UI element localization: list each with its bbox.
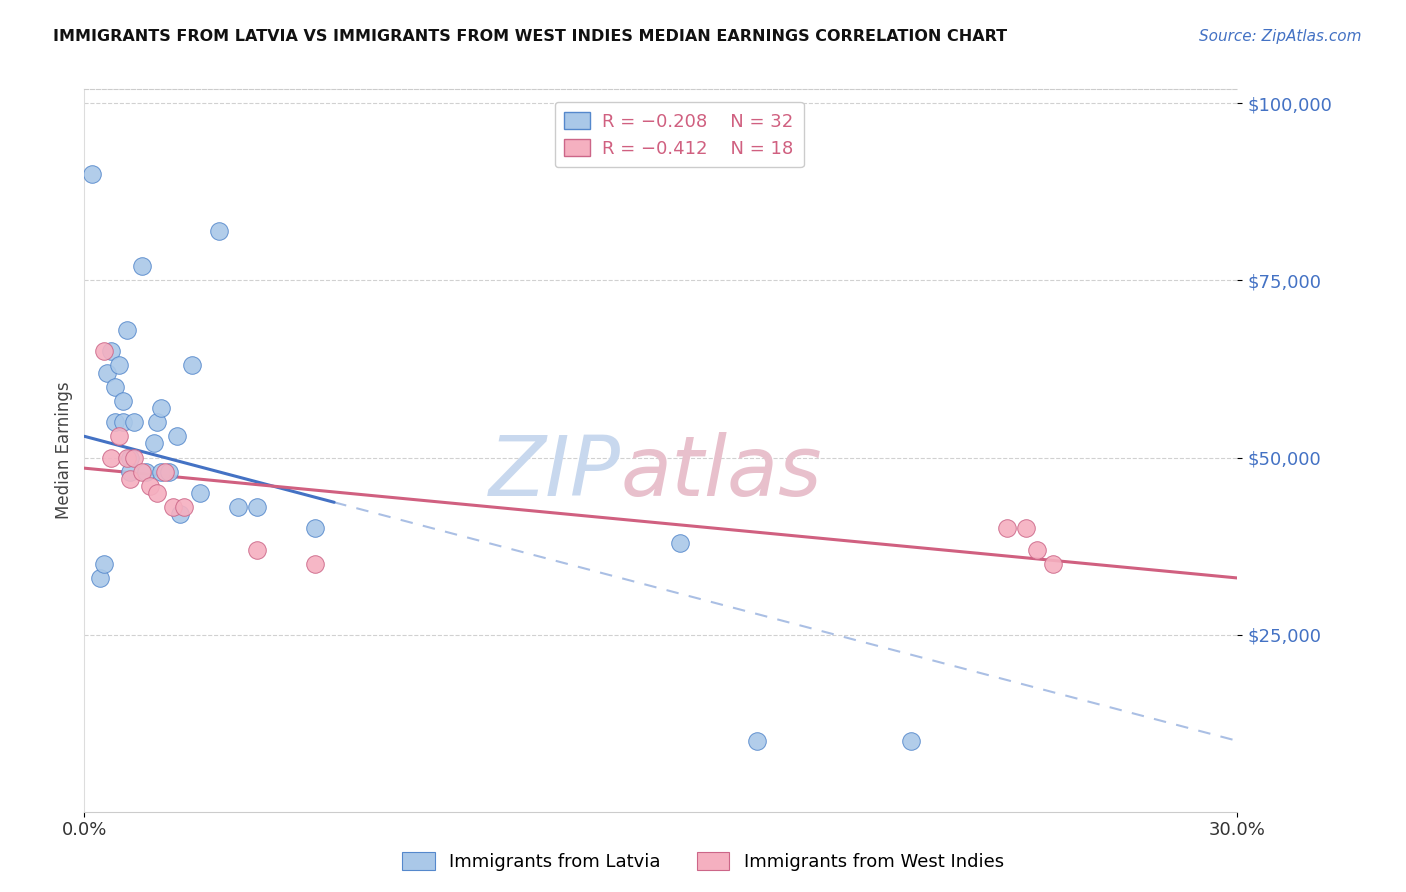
Point [169, 507, 191, 521]
Point [131, 465, 153, 479]
Point [100, 344, 122, 359]
Point [173, 500, 195, 515]
Point [246, 542, 269, 557]
Text: atlas: atlas [620, 432, 823, 513]
Point [120, 450, 142, 465]
Point [96, 366, 118, 380]
Point [157, 465, 180, 479]
Point [745, 734, 768, 748]
Point [93, 344, 115, 359]
Point [669, 535, 692, 549]
Point [138, 479, 160, 493]
Point [150, 401, 173, 415]
Point [226, 500, 249, 515]
Point [104, 380, 127, 394]
Point [1042, 557, 1064, 571]
Point [104, 415, 127, 429]
Point [131, 260, 153, 274]
Point [166, 429, 188, 443]
Point [108, 429, 131, 443]
Point [100, 450, 122, 465]
Point [188, 486, 211, 500]
Point [304, 557, 326, 571]
Point [111, 415, 134, 429]
Text: IMMIGRANTS FROM LATVIA VS IMMIGRANTS FROM WEST INDIES MEDIAN EARNINGS CORRELATIO: IMMIGRANTS FROM LATVIA VS IMMIGRANTS FRO… [53, 29, 1008, 44]
Point [142, 436, 165, 450]
Point [1015, 521, 1038, 535]
Legend: Immigrants from Latvia, Immigrants from West Indies: Immigrants from Latvia, Immigrants from … [395, 846, 1011, 879]
Point [153, 465, 176, 479]
Point [120, 465, 142, 479]
Point [246, 500, 269, 515]
Y-axis label: Median Earnings: Median Earnings [55, 382, 73, 519]
Point [115, 450, 138, 465]
Point [150, 465, 173, 479]
Legend: R = −0.208    N = 32, R = −0.412    N = 18: R = −0.208 N = 32, R = −0.412 N = 18 [554, 102, 804, 168]
Point [111, 393, 134, 408]
Point [304, 521, 326, 535]
Point [124, 415, 146, 429]
Text: Source: ZipAtlas.com: Source: ZipAtlas.com [1198, 29, 1361, 44]
Point [162, 500, 184, 515]
Point [1026, 542, 1049, 557]
Point [120, 472, 142, 486]
Point [900, 734, 922, 748]
Point [208, 224, 231, 238]
Point [93, 557, 115, 571]
Point [124, 450, 146, 465]
Point [80, 167, 103, 181]
Point [146, 486, 169, 500]
Point [89, 571, 111, 585]
Point [146, 415, 169, 429]
Point [135, 465, 157, 479]
Text: ZIP: ZIP [488, 432, 620, 513]
Point [181, 359, 204, 373]
Point [108, 359, 131, 373]
Point [115, 323, 138, 337]
Point [995, 521, 1018, 535]
